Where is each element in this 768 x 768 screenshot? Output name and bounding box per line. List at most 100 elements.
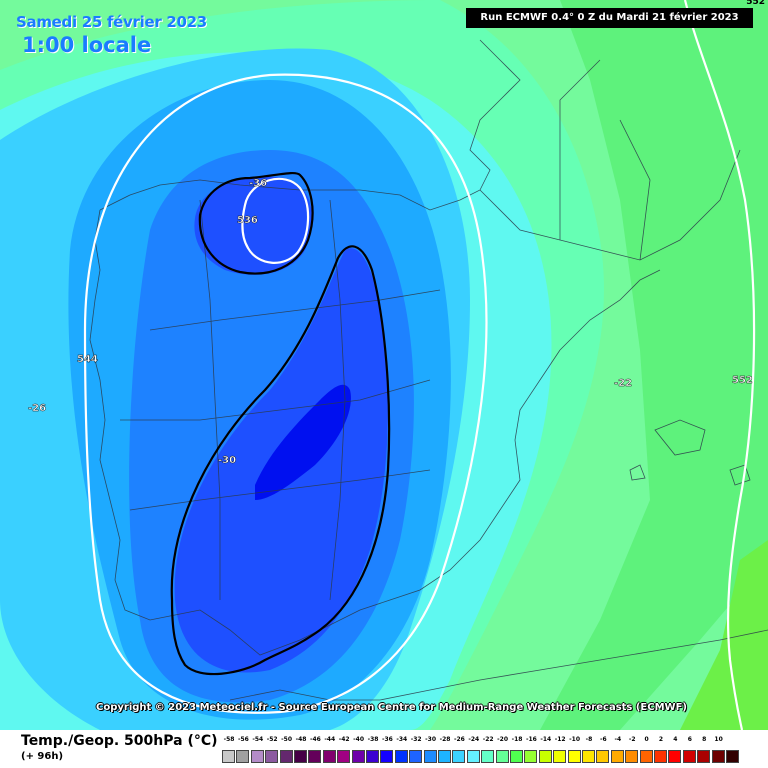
forecast-time-title: 1:00 locale [22, 33, 152, 57]
legend-item [726, 736, 740, 766]
legend-label: 8 [702, 736, 707, 743]
shade-minus18-east [540, 0, 768, 730]
legend-item: -42 [337, 736, 351, 766]
shade-north-low [194, 176, 313, 275]
legend-item: -30 [423, 736, 438, 766]
temperature-minus30-isoline [170, 245, 391, 676]
legend-swatch [366, 750, 379, 763]
label-geop-536: 536 [237, 215, 258, 226]
legend-swatch [697, 750, 711, 763]
legend-item: 6 [682, 736, 697, 766]
label-geop-552: 552 [732, 375, 753, 386]
legend-item: -18 [510, 736, 524, 766]
legend-item: -48 [294, 736, 308, 766]
andalusia-coast [174, 349, 561, 656]
legend-label: 4 [673, 736, 678, 743]
legend-label: -48 [295, 736, 307, 743]
geopotential-544-isoline [83, 73, 488, 714]
legend-item: -6 [596, 736, 610, 766]
legend-swatch [466, 750, 480, 763]
legend-swatch [409, 750, 423, 763]
legend-label: -40 [353, 736, 365, 743]
label-temp-minus26: -26 [28, 403, 46, 414]
legend-label: -12 [554, 736, 566, 743]
legend-swatch [582, 750, 595, 763]
legend-item: -12 [553, 736, 567, 766]
legend-label: -52 [266, 736, 278, 743]
legend-swatch [351, 750, 365, 763]
model-run-text: Run ECMWF 0.4° 0 Z du Mardi 21 février 2… [480, 12, 739, 23]
legend-item: -58 [222, 736, 236, 766]
legend-label: -46 [309, 736, 321, 743]
legend-swatch [682, 750, 696, 763]
legend-label: 2 [658, 736, 664, 743]
legend-label: -50 [281, 736, 293, 743]
legend-swatch [337, 750, 351, 763]
label-temp-minus22: -22 [614, 378, 632, 389]
legend-item: -20 [495, 736, 510, 766]
legend-item: -28 [438, 736, 452, 766]
legend-swatch [510, 750, 523, 763]
legend-swatch [726, 750, 739, 763]
legend-item: -14 [538, 736, 553, 766]
legend-item: -38 [366, 736, 380, 766]
legend-swatch [668, 750, 682, 763]
north-africa-coast [229, 629, 768, 701]
legend-label: 0 [644, 736, 649, 743]
legend-item: -2 [625, 736, 639, 766]
legend-label: -44 [324, 736, 336, 743]
portugal-coast [89, 209, 176, 621]
legend-item: 10 [711, 736, 726, 766]
legend-label: -36 [381, 736, 393, 743]
legend-swatch [236, 750, 250, 763]
legend-label: -10 [569, 736, 581, 743]
legend-swatch [567, 750, 581, 763]
legend-swatch [294, 750, 307, 763]
label-temp-minus36: -36 [249, 178, 267, 189]
coastlines-borders [89, 39, 768, 701]
legend-swatch [711, 750, 725, 763]
legend-item: 8 [697, 736, 711, 766]
spain-regions [120, 199, 441, 601]
temperature-color-legend: -58 -56 -54 -52 -50 -48 -46 -44 -42 -40 -38 -36 -34-… [222, 736, 752, 766]
legend-label: -20 [497, 736, 509, 743]
legend-label: -32 [410, 736, 422, 743]
legend-swatch [524, 750, 538, 763]
legend-label: -18 [511, 736, 523, 743]
legend-swatch [250, 750, 264, 763]
legend-item: -8 [582, 736, 596, 766]
copyright-notice: Copyright © 2023 Meteociel.fr - Source E… [96, 702, 687, 713]
legend-item: -16 [524, 736, 538, 766]
legend-label: 6 [687, 736, 692, 743]
legend-swatch [481, 750, 495, 763]
legend-swatch [222, 750, 235, 763]
geopotential-536-isoline [241, 177, 310, 264]
legend-item: -52 [265, 736, 279, 766]
forecast-date-title: Samedi 25 février 2023 [16, 13, 207, 31]
legend-swatch [380, 750, 394, 763]
legend-swatch [423, 750, 437, 763]
legend-item: -4 [610, 736, 625, 766]
legend-swatch [654, 750, 667, 763]
legend-item: -50 [279, 736, 294, 766]
legend-swatch [265, 750, 279, 763]
model-run-info: Run ECMWF 0.4° 0 Z du Mardi 21 février 2… [466, 8, 753, 28]
legend-swatch [279, 750, 293, 763]
legend-item: -36 [380, 736, 394, 766]
legend-swatch [495, 750, 509, 763]
legend-swatch [538, 750, 552, 763]
legend-label: 10 [714, 736, 723, 743]
legend-label: -2 [628, 736, 636, 743]
label-temp-minus30: -30 [218, 455, 236, 466]
legend-item: -24 [466, 736, 481, 766]
corner-geop-label: 552 [746, 0, 765, 7]
legend-item: -46 [308, 736, 322, 766]
legend-label: -58 [223, 736, 235, 743]
catalonia-coast [559, 269, 661, 351]
label-geop-544: 544 [77, 354, 98, 365]
legend-swatch [639, 750, 653, 763]
legend-swatch [625, 750, 639, 763]
legend-label: -38 [367, 736, 379, 743]
legend-label: -14 [540, 736, 552, 743]
